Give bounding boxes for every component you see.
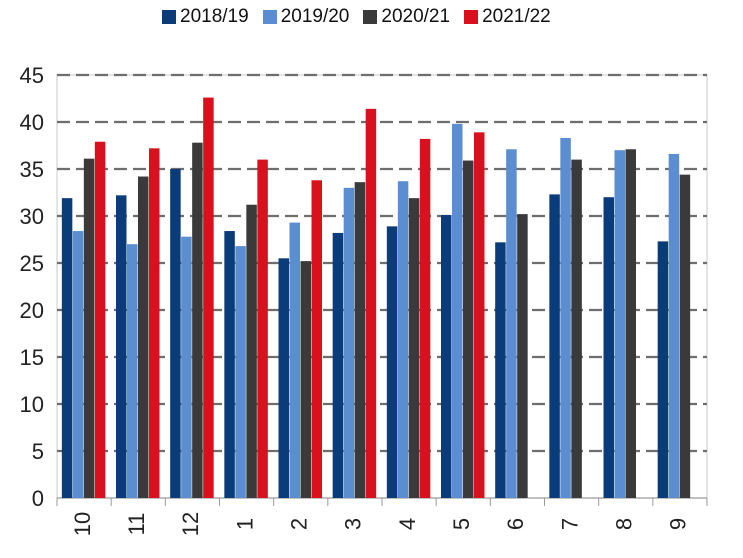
bar — [332, 232, 344, 499]
x-tick-label: 5 — [449, 518, 474, 530]
bar — [495, 242, 506, 498]
y-tick-label: 20 — [20, 298, 44, 323]
bar — [192, 142, 203, 498]
x-tick-label: 12 — [178, 512, 203, 536]
bar — [441, 215, 452, 498]
x-tick-label: 6 — [503, 518, 528, 530]
bar — [560, 137, 571, 499]
x-tick-label: 4 — [395, 518, 420, 530]
bar — [397, 181, 409, 498]
bar — [614, 150, 625, 498]
legend: 2018/19 2019/20 2020/21 2021/22 — [162, 6, 551, 28]
bar — [181, 236, 192, 498]
bar — [300, 261, 311, 498]
bar — [343, 187, 355, 499]
bar — [603, 197, 614, 498]
x-tick-label: 9 — [666, 518, 691, 530]
bar — [386, 226, 398, 498]
legend-swatch — [162, 10, 176, 24]
bar — [408, 198, 420, 498]
bar — [94, 141, 106, 499]
bar — [246, 204, 257, 498]
bar — [354, 182, 366, 498]
bar — [419, 138, 431, 499]
legend-swatch — [464, 10, 479, 24]
legend-label: 2021/22 — [482, 6, 551, 27]
bar — [517, 214, 528, 498]
bar — [452, 123, 463, 498]
y-tick-label: 45 — [20, 63, 44, 88]
bar — [203, 97, 214, 498]
y-tick-label: 30 — [20, 204, 44, 229]
y-tick-label: 0 — [32, 486, 44, 511]
bar — [668, 153, 680, 498]
bar — [657, 241, 669, 498]
bar — [474, 132, 485, 498]
x-tick-label: 7 — [557, 518, 582, 530]
bar — [549, 194, 560, 498]
y-tick-label: 35 — [20, 157, 44, 182]
x-tick-label: 1 — [232, 518, 257, 530]
x-tick-label: 10 — [70, 512, 95, 536]
legend-swatch — [262, 10, 277, 24]
legend-label: 2019/20 — [280, 6, 350, 27]
bar — [311, 180, 322, 498]
legend-item-2020-21: 2020/21 — [363, 6, 450, 28]
bar — [679, 174, 691, 498]
y-tick-label: 25 — [20, 251, 44, 276]
bar — [289, 222, 300, 498]
bar — [224, 231, 235, 499]
bar — [138, 176, 149, 498]
x-tick-label: 3 — [341, 518, 366, 530]
bar — [61, 198, 73, 498]
x-tick-label: 8 — [612, 518, 637, 530]
bar — [463, 160, 474, 499]
x-tick-label: 2 — [287, 518, 312, 530]
bar — [235, 246, 246, 498]
legend-label: 2018/19 — [180, 6, 249, 27]
x-tick-label: 11 — [124, 513, 149, 536]
legend-item-2019-20: 2019/20 — [262, 6, 350, 28]
bar — [278, 258, 289, 498]
bar — [72, 231, 84, 499]
bar — [127, 244, 138, 498]
bar — [170, 169, 181, 498]
legend-item-2018-19: 2018/19 — [162, 6, 249, 28]
legend-label: 2020/21 — [381, 6, 451, 27]
y-tick-label: 15 — [20, 345, 44, 370]
y-tick-label: 5 — [32, 439, 44, 464]
legend-swatch — [363, 10, 378, 24]
bar — [257, 159, 268, 498]
bar — [571, 159, 582, 498]
legend-item-2021-22: 2021/22 — [464, 6, 551, 28]
y-tick-label: 40 — [20, 110, 44, 135]
bar — [149, 148, 160, 498]
bar — [83, 158, 95, 498]
bar — [365, 108, 377, 498]
bar — [625, 149, 636, 498]
bar — [116, 195, 127, 498]
bar — [506, 149, 517, 498]
y-tick-label: 10 — [20, 392, 44, 417]
